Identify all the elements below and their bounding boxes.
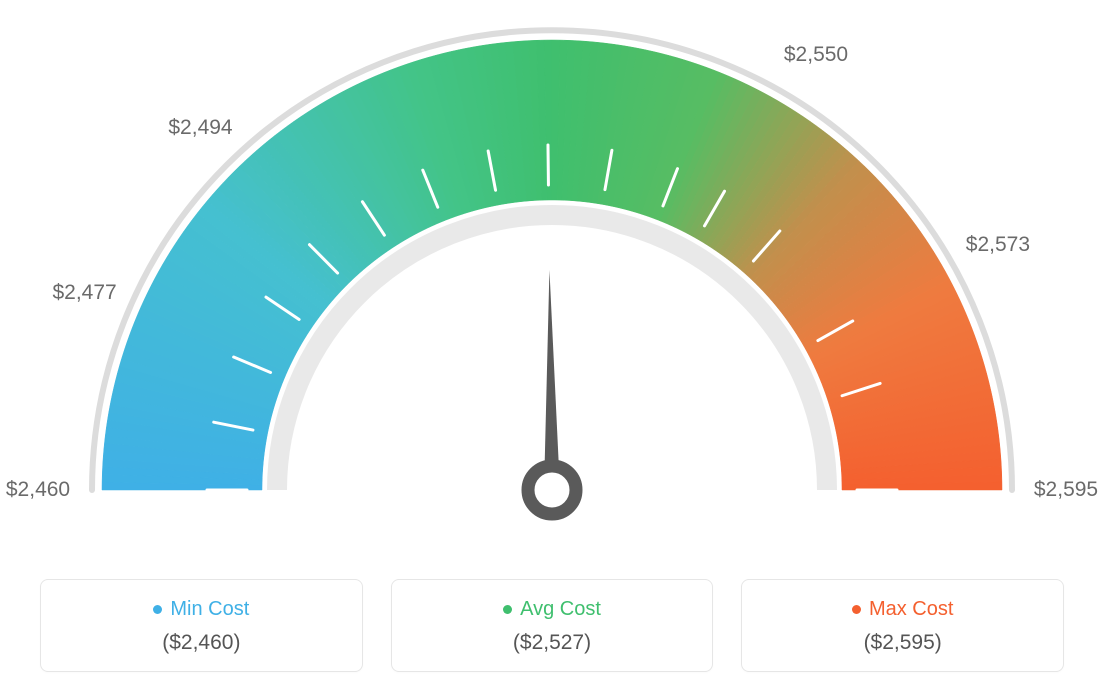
max-cost-title: Max Cost <box>852 598 953 621</box>
min-cost-title: Min Cost <box>153 598 249 621</box>
gauge-tick-label: $2,494 <box>168 116 232 140</box>
max-cost-value: ($2,595) <box>752 631 1053 655</box>
gauge-tick-label: $2,595 <box>1034 478 1098 502</box>
min-cost-card: Min Cost ($2,460) <box>40 579 363 672</box>
avg-cost-title: Avg Cost <box>503 598 601 621</box>
min-cost-title-text: Min Cost <box>170 598 249 621</box>
gauge-tick-label: $2,460 <box>6 478 70 502</box>
avg-cost-title-text: Avg Cost <box>520 598 601 621</box>
max-cost-title-text: Max Cost <box>869 598 953 621</box>
dot-icon <box>852 605 861 614</box>
cost-gauge: $2,460$2,477$2,494$2,527$2,550$2,573$2,5… <box>0 0 1104 560</box>
avg-cost-value: ($2,527) <box>402 631 703 655</box>
dot-icon <box>153 605 162 614</box>
gauge-tick-label: $2,477 <box>52 281 116 305</box>
gauge-tick-label: $2,550 <box>784 43 848 67</box>
gauge-tick-label: $2,573 <box>966 233 1030 257</box>
summary-cards: Min Cost ($2,460) Avg Cost ($2,527) Max … <box>40 579 1064 672</box>
dot-icon <box>503 605 512 614</box>
min-cost-value: ($2,460) <box>51 631 352 655</box>
gauge-svg <box>0 0 1104 560</box>
max-cost-card: Max Cost ($2,595) <box>741 579 1064 672</box>
avg-cost-card: Avg Cost ($2,527) <box>391 579 714 672</box>
